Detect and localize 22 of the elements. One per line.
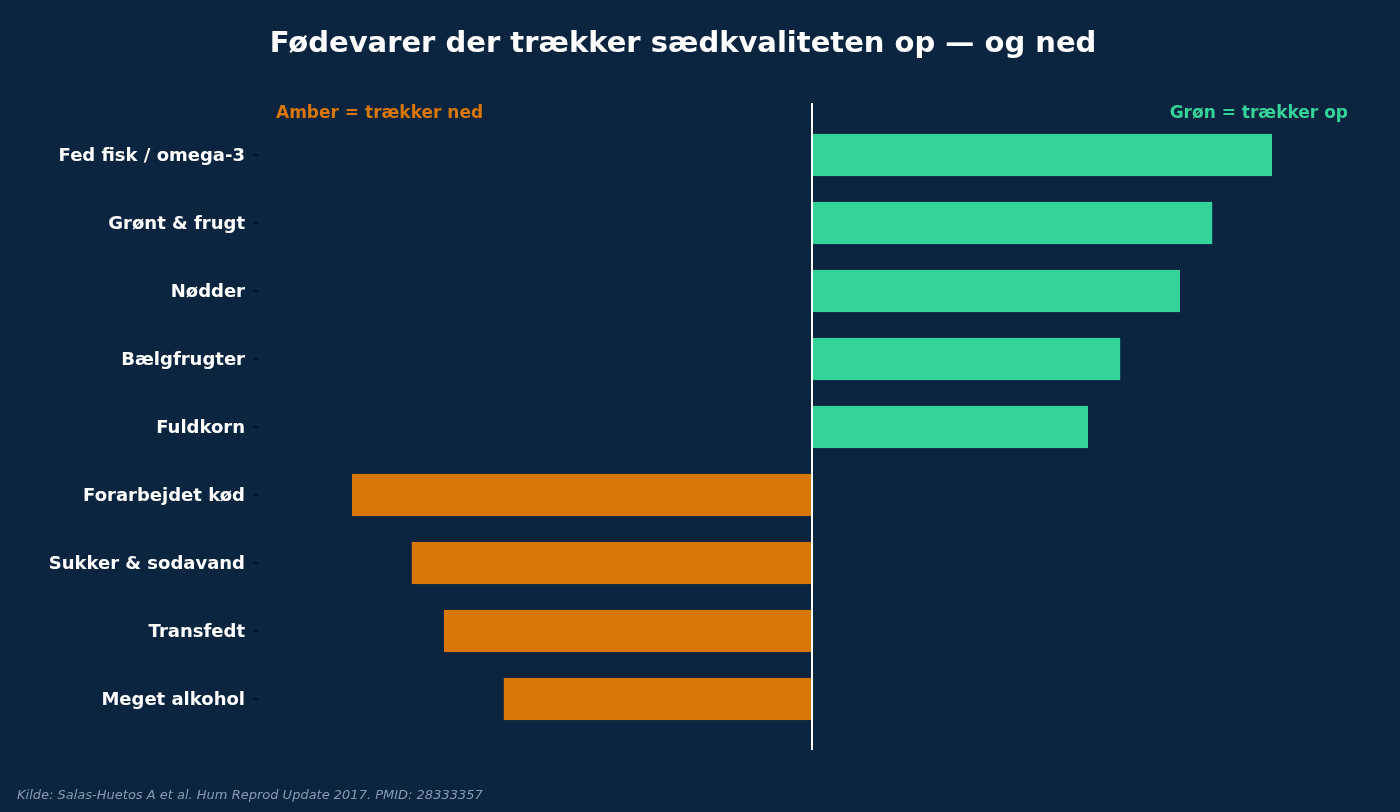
text: Kilde: Salas-Huetos A et al. Hum Reprod Update 2017. PMID: 28333357 — [17, 787, 484, 802]
bar — [812, 405, 1088, 449]
bar — [503, 677, 812, 721]
y-tick-label: Meget alkohol — [101, 688, 245, 710]
annotation: Grøn = trækker op — [1169, 102, 1348, 122]
y-tick-label: Forarbejdet kød — [83, 484, 245, 506]
annotation: Amber = trækker ned — [276, 102, 484, 122]
y-tick-label: Nødder — [170, 280, 246, 302]
bar — [411, 541, 812, 585]
y-tick-label: Sukker & sodavand — [48, 552, 245, 574]
y-tick-label: Fuldkorn — [156, 416, 245, 438]
bar — [444, 609, 812, 653]
bar — [812, 201, 1213, 245]
y-tick-label: Grønt & frugt — [108, 212, 246, 234]
bar — [352, 473, 812, 517]
bar — [812, 337, 1121, 381]
y-tick-label: Fed fisk / omega-3 — [58, 144, 245, 166]
bar — [812, 133, 1272, 177]
y-tick-label: Bælgfrugter — [121, 348, 246, 370]
y-tick-label: Transfedt — [148, 620, 246, 642]
bar — [812, 269, 1180, 313]
chart-title: Fødevarer der trækker sædkvaliteten op — og ned — [269, 25, 1097, 59]
